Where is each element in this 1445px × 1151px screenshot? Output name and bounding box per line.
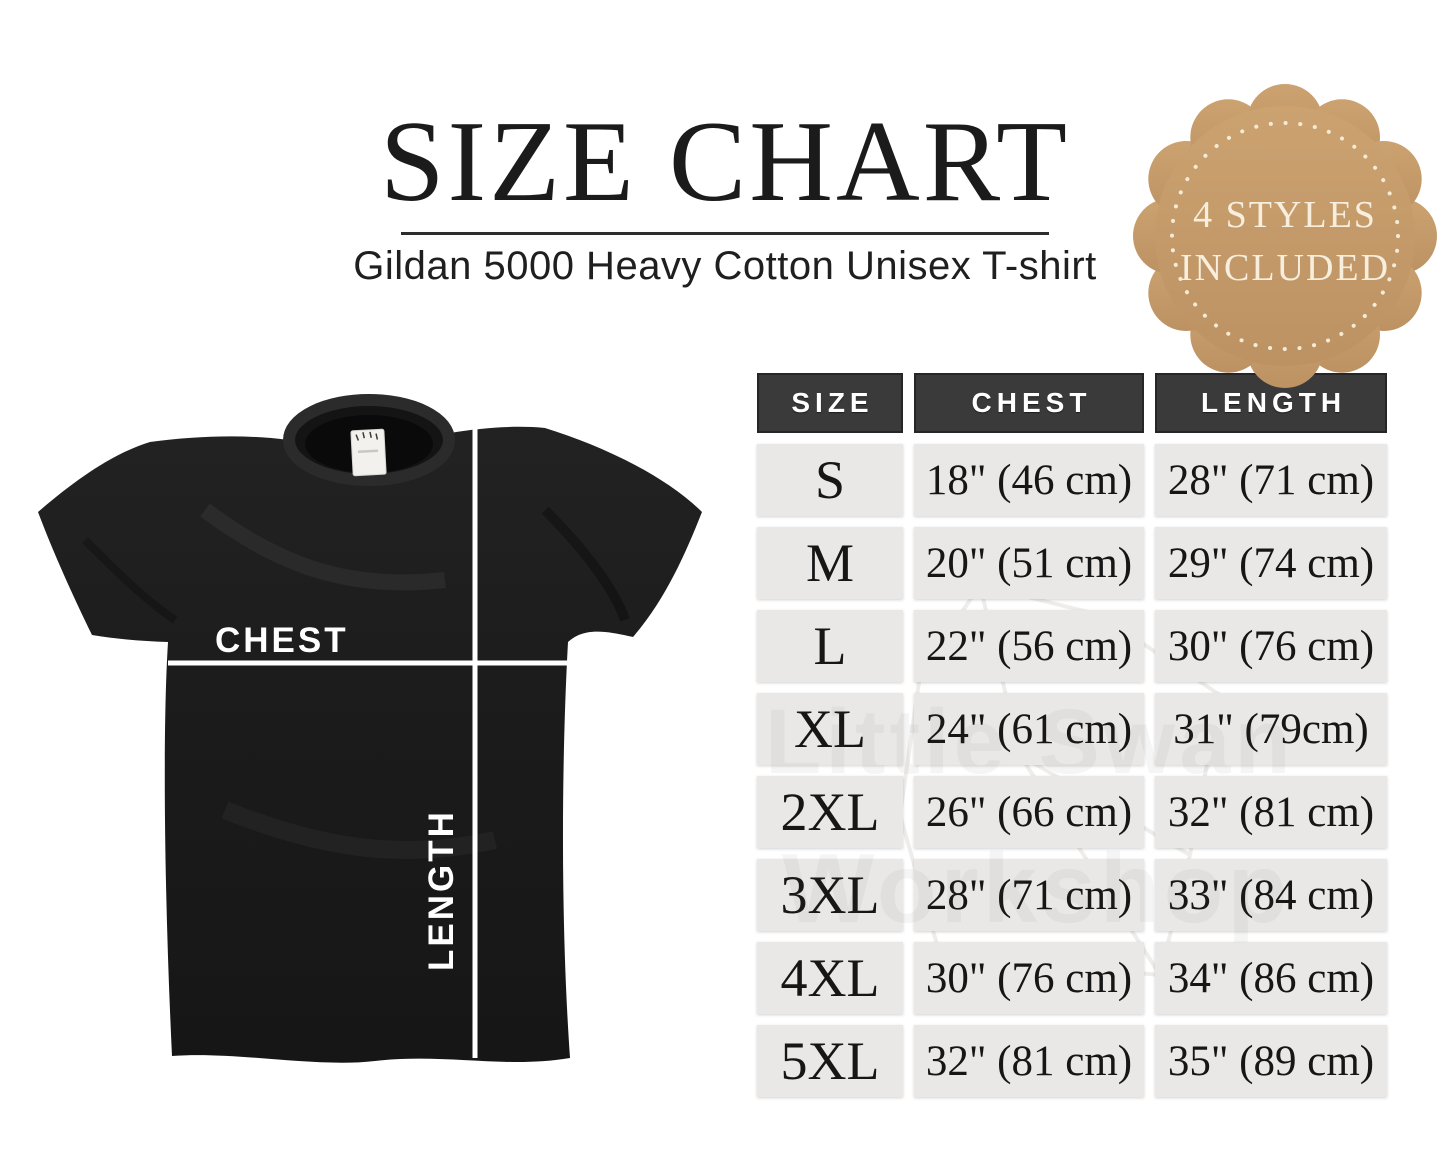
chest-cell: 18" (46 cm)	[914, 444, 1144, 516]
chest-cell: 24" (61 cm)	[914, 693, 1144, 765]
fabric-wrinkles	[82, 503, 630, 859]
badge-line1: 4 STYLES	[1193, 194, 1377, 236]
length-cell: 31" (79cm)	[1155, 693, 1387, 765]
chest-cell: 20" (51 cm)	[914, 527, 1144, 599]
size-cell: 2XL	[757, 776, 903, 848]
size-cell: 4XL	[757, 942, 903, 1014]
badge-line2: INCLUDED	[1180, 247, 1390, 289]
length-label: LENGTH	[422, 809, 461, 971]
tag-stitches	[355, 431, 379, 441]
page-title: SIZE CHART	[379, 98, 1071, 226]
tshirt-body	[38, 398, 702, 1063]
chest-label: CHEST	[215, 621, 349, 660]
header: SIZE CHART Gildan 5000 Heavy Cotton Unis…	[280, 104, 1170, 289]
badge-scallop-shape	[1133, 84, 1437, 388]
length-cell: 30" (76 cm)	[1155, 610, 1387, 682]
size-cell: M	[757, 527, 903, 599]
styles-badge: 4 STYLES INCLUDED	[1133, 84, 1437, 388]
size-cell: XL	[757, 693, 903, 765]
chest-cell: 28" (71 cm)	[914, 859, 1144, 931]
length-cell: 34" (86 cm)	[1155, 942, 1387, 1014]
size-cell: S	[757, 444, 903, 516]
length-cell: 32" (81 cm)	[1155, 776, 1387, 848]
length-cell: 35" (89 cm)	[1155, 1025, 1387, 1097]
size-cell: L	[757, 610, 903, 682]
care-tag	[350, 428, 387, 477]
column-header-chest: CHEST	[914, 373, 1144, 433]
length-cell: 33" (84 cm)	[1155, 859, 1387, 931]
size-cell: 5XL	[757, 1025, 903, 1097]
title-underline	[401, 232, 1049, 235]
tshirt-photo: CHEST LENGTH	[38, 394, 702, 1063]
length-cell: 28" (71 cm)	[1155, 444, 1387, 516]
length-cell: 29" (74 cm)	[1155, 527, 1387, 599]
chest-cell: 32" (81 cm)	[914, 1025, 1144, 1097]
badge-dotted-ring	[1170, 121, 1400, 351]
size-cell: 3XL	[757, 859, 903, 931]
size-table: SIZE CHEST LENGTH S 18" (46 cm) 28" (71 …	[757, 373, 1387, 1097]
tag-text-line	[357, 449, 379, 454]
column-header-size: SIZE	[757, 373, 903, 433]
page-subtitle: Gildan 5000 Heavy Cotton Unisex T-shirt	[353, 244, 1097, 288]
chest-cell: 22" (56 cm)	[914, 610, 1144, 682]
chest-cell: 26" (66 cm)	[914, 776, 1144, 848]
chest-cell: 30" (76 cm)	[914, 942, 1144, 1014]
